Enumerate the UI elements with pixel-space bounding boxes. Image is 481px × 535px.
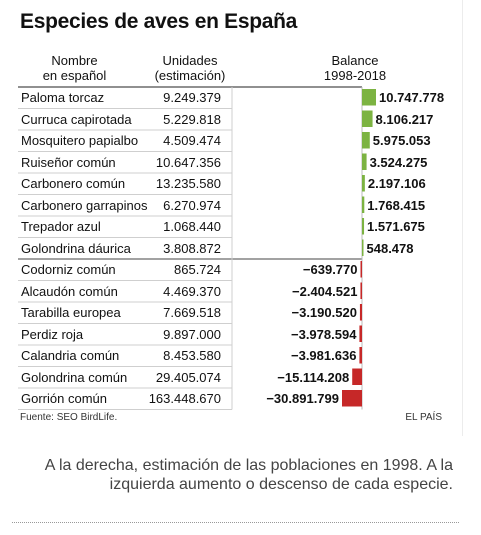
bar-value-label: 1.571.675 <box>367 219 425 234</box>
bar-negative <box>352 368 362 385</box>
bar-value-label: 3.524.275 <box>369 154 428 170</box>
column-header-balance: Balance 1998-2018 <box>323 53 387 83</box>
bar-negative <box>359 304 362 321</box>
bar-value-label: −30.891.799 <box>266 391 339 406</box>
bar-positive <box>362 175 365 192</box>
row-units-value: 1.068.440 <box>163 219 221 234</box>
bar-value-label: 10.747.778 <box>379 90 445 105</box>
figure-caption: A la derecha, estimación de las poblacio… <box>44 457 453 493</box>
row-units-value: 8.453.580 <box>163 348 221 363</box>
row-species-name: Curruca capirotada <box>21 111 132 127</box>
row-species-name: Calandria común <box>21 348 120 363</box>
bar-negative <box>359 325 362 342</box>
row-species-name: Carbonero común <box>21 176 126 191</box>
bar-value-label: 8.106.217 <box>375 111 434 127</box>
row-units-value: 6.270.974 <box>163 197 221 213</box>
bar-value-label: −2.404.521 <box>292 283 358 299</box>
bar-positive <box>362 110 373 127</box>
row-units-value: 29.405.074 <box>155 369 221 385</box>
row-species-name: Tarabilla europea <box>21 305 121 320</box>
row-units-value: 865.724 <box>174 262 221 277</box>
row-species-name: Perdiz roja <box>21 326 84 342</box>
bar-value-label: −15.114.208 <box>277 369 350 385</box>
bar-value-label: 548.478 <box>366 240 414 256</box>
row-units-value: 9.897.000 <box>163 326 221 342</box>
row-species-name: Codorniz común <box>21 262 116 277</box>
row-species-name: Gorrión común <box>21 391 107 406</box>
bar-positive <box>362 89 376 106</box>
row-species-name: Golondrina dáurica <box>21 240 131 256</box>
bar-positive <box>362 239 364 256</box>
bar-value-label: −3.190.520 <box>291 305 357 320</box>
row-species-name: Paloma torcaz <box>21 90 105 105</box>
bar-positive <box>362 196 365 213</box>
bar-negative <box>342 390 362 407</box>
source-note: Fuente: SEO BirdLife. <box>20 412 118 423</box>
column-header-name: Nombre en español <box>42 53 107 83</box>
bar-value-label: 2.197.106 <box>367 176 426 191</box>
column-header-units: Unidades (estimación) <box>154 53 226 83</box>
bar-value-label: −639.770 <box>302 262 358 277</box>
bar-negative <box>360 261 362 278</box>
row-species-name: Alcaudón común <box>21 283 118 299</box>
row-units-value: 4.509.474 <box>163 133 221 148</box>
bar-negative <box>359 347 362 364</box>
bar-value-label: −3.981.636 <box>291 348 357 363</box>
bar-negative <box>360 282 362 299</box>
dotted-divider <box>12 522 459 523</box>
bar-positive <box>362 132 370 149</box>
row-species-name: Ruiseñor común <box>21 154 116 170</box>
row-units-value: 9.249.379 <box>163 90 221 105</box>
row-units-value: 3.808.872 <box>163 240 221 256</box>
row-units-value: 13.235.580 <box>155 176 221 191</box>
chart-figure: Especies de aves en España Nombre en esp… <box>18 0 463 436</box>
row-units-value: 163.448.670 <box>148 391 221 406</box>
bar-positive <box>362 218 365 235</box>
row-units-value: 4.469.370 <box>163 283 221 299</box>
row-species-name: Mosquitero papialbo <box>21 133 139 148</box>
row-units-value: 10.647.356 <box>155 154 221 170</box>
bar-positive <box>362 153 367 170</box>
chart-title: Especies de aves en España <box>20 10 298 33</box>
row-units-value: 7.669.518 <box>163 305 221 320</box>
bar-value-label: −3.978.594 <box>291 326 357 342</box>
row-species-name: Golondrina común <box>21 369 128 385</box>
bar-value-label: 5.975.053 <box>372 133 431 148</box>
bar-value-label: 1.768.415 <box>367 197 426 213</box>
balance-bar-chart <box>18 86 376 410</box>
row-units-value: 5.229.818 <box>163 111 221 127</box>
brand-label: EL PAÍS <box>405 412 442 423</box>
row-species-name: Trepador azul <box>21 219 101 234</box>
row-species-name: Carbonero garrapinos <box>21 197 148 213</box>
